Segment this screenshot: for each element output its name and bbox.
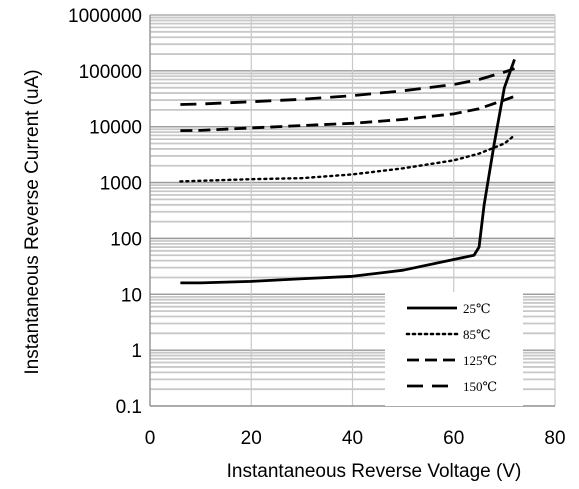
legend-label: 150℃ [463, 379, 497, 394]
y-tick-label: 10 [121, 285, 142, 306]
y-tick-label: 100 [110, 229, 142, 250]
x-axis-title: Instantaneous Reverse Voltage (V) [227, 461, 522, 482]
legend: 25℃ 85℃ 125℃ 150℃ [385, 292, 523, 406]
series-line-4 [180, 67, 515, 106]
x-tick-label: 40 [342, 428, 363, 449]
y-tick-label: 100000 [79, 62, 142, 83]
legend-label: 85℃ [463, 327, 491, 342]
y-axis-title: Instantaneous Reverse Current (uA) [22, 69, 43, 374]
x-tick-label: 0 [145, 428, 156, 449]
series-lines [179, 58, 516, 285]
series-line-1 [180, 58, 516, 285]
x-tick-label: 80 [544, 428, 565, 449]
series-line-2 [179, 134, 516, 183]
x-tick-label: 60 [443, 428, 464, 449]
series-line-3 [180, 95, 515, 133]
y-tick-label: 1000 [100, 174, 142, 195]
y-tick-label: 1000000 [68, 6, 142, 27]
y-tick-label: 0.1 [116, 397, 142, 418]
y-tick-label: 1 [131, 341, 142, 362]
legend-label: 125℃ [463, 353, 497, 368]
x-tick-label: 20 [241, 428, 262, 449]
y-tick-label: 10000 [89, 118, 142, 139]
legend-label: 25℃ [463, 301, 491, 316]
